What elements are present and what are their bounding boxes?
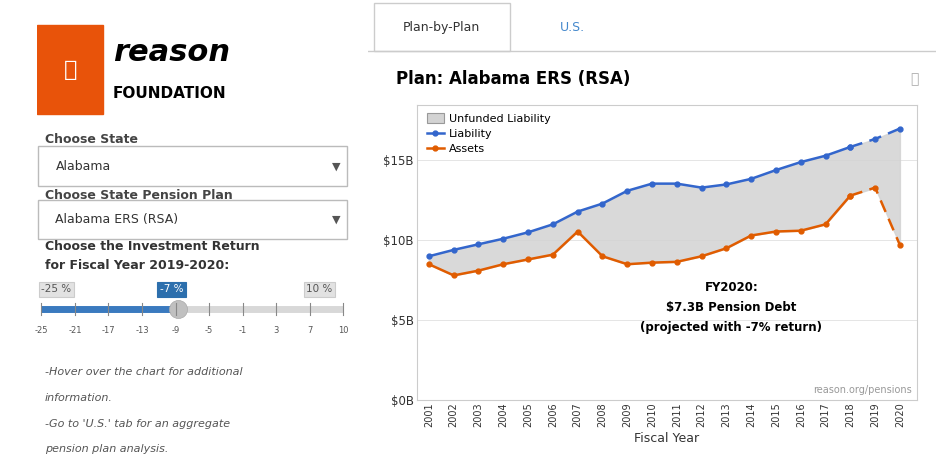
FancyBboxPatch shape	[38, 146, 347, 186]
Text: ▼: ▼	[332, 215, 341, 225]
Text: Choose State: Choose State	[45, 133, 138, 146]
Legend: Unfunded Liability, Liability, Assets: Unfunded Liability, Liability, Assets	[427, 113, 551, 154]
Text: Plan-by-Plan: Plan-by-Plan	[403, 21, 480, 33]
FancyBboxPatch shape	[38, 200, 347, 239]
Text: FOUNDATION: FOUNDATION	[112, 86, 227, 101]
Text: -7 %: -7 %	[159, 284, 183, 294]
Text: ⛶: ⛶	[911, 72, 919, 86]
Text: -13: -13	[135, 326, 149, 334]
Text: pension plan analysis.: pension plan analysis.	[45, 444, 168, 454]
Text: -Go to 'U.S.' tab for an aggregate: -Go to 'U.S.' tab for an aggregate	[45, 418, 230, 429]
Text: -9: -9	[171, 326, 180, 334]
Text: ▼: ▼	[332, 161, 341, 172]
Text: Choose the Investment Return: Choose the Investment Return	[45, 240, 259, 253]
Text: FY2020:
$7.3B Pension Debt
(projected with -7% return): FY2020: $7.3B Pension Debt (projected wi…	[640, 281, 823, 334]
Text: 🔦: 🔦	[64, 60, 77, 80]
Text: -25 %: -25 %	[41, 284, 71, 294]
X-axis label: Fiscal Year: Fiscal Year	[635, 432, 699, 445]
Text: 10: 10	[338, 326, 348, 334]
Text: U.S.: U.S.	[560, 21, 585, 33]
Text: -21: -21	[68, 326, 81, 334]
Text: Alabama ERS (RSA): Alabama ERS (RSA)	[55, 213, 179, 226]
Text: Choose State Pension Plan: Choose State Pension Plan	[45, 189, 233, 202]
Text: 7: 7	[307, 326, 313, 334]
Text: -1: -1	[239, 326, 247, 334]
Text: for Fiscal Year 2019-2020:: for Fiscal Year 2019-2020:	[45, 259, 229, 272]
Text: 10 %: 10 %	[306, 284, 333, 294]
Text: -Hover over the chart for additional: -Hover over the chart for additional	[45, 367, 242, 378]
Text: reason.org/pensions: reason.org/pensions	[813, 385, 913, 395]
Text: -5: -5	[205, 326, 213, 334]
Text: -17: -17	[102, 326, 115, 334]
Bar	[37, 26, 103, 114]
Text: Alabama: Alabama	[55, 160, 110, 173]
FancyBboxPatch shape	[373, 3, 510, 52]
Text: Plan: Alabama ERS (RSA): Plan: Alabama ERS (RSA)	[396, 70, 631, 88]
Text: reason: reason	[112, 38, 230, 67]
Text: -25: -25	[35, 326, 48, 334]
Text: information.: information.	[45, 393, 113, 403]
Text: 3: 3	[273, 326, 279, 334]
